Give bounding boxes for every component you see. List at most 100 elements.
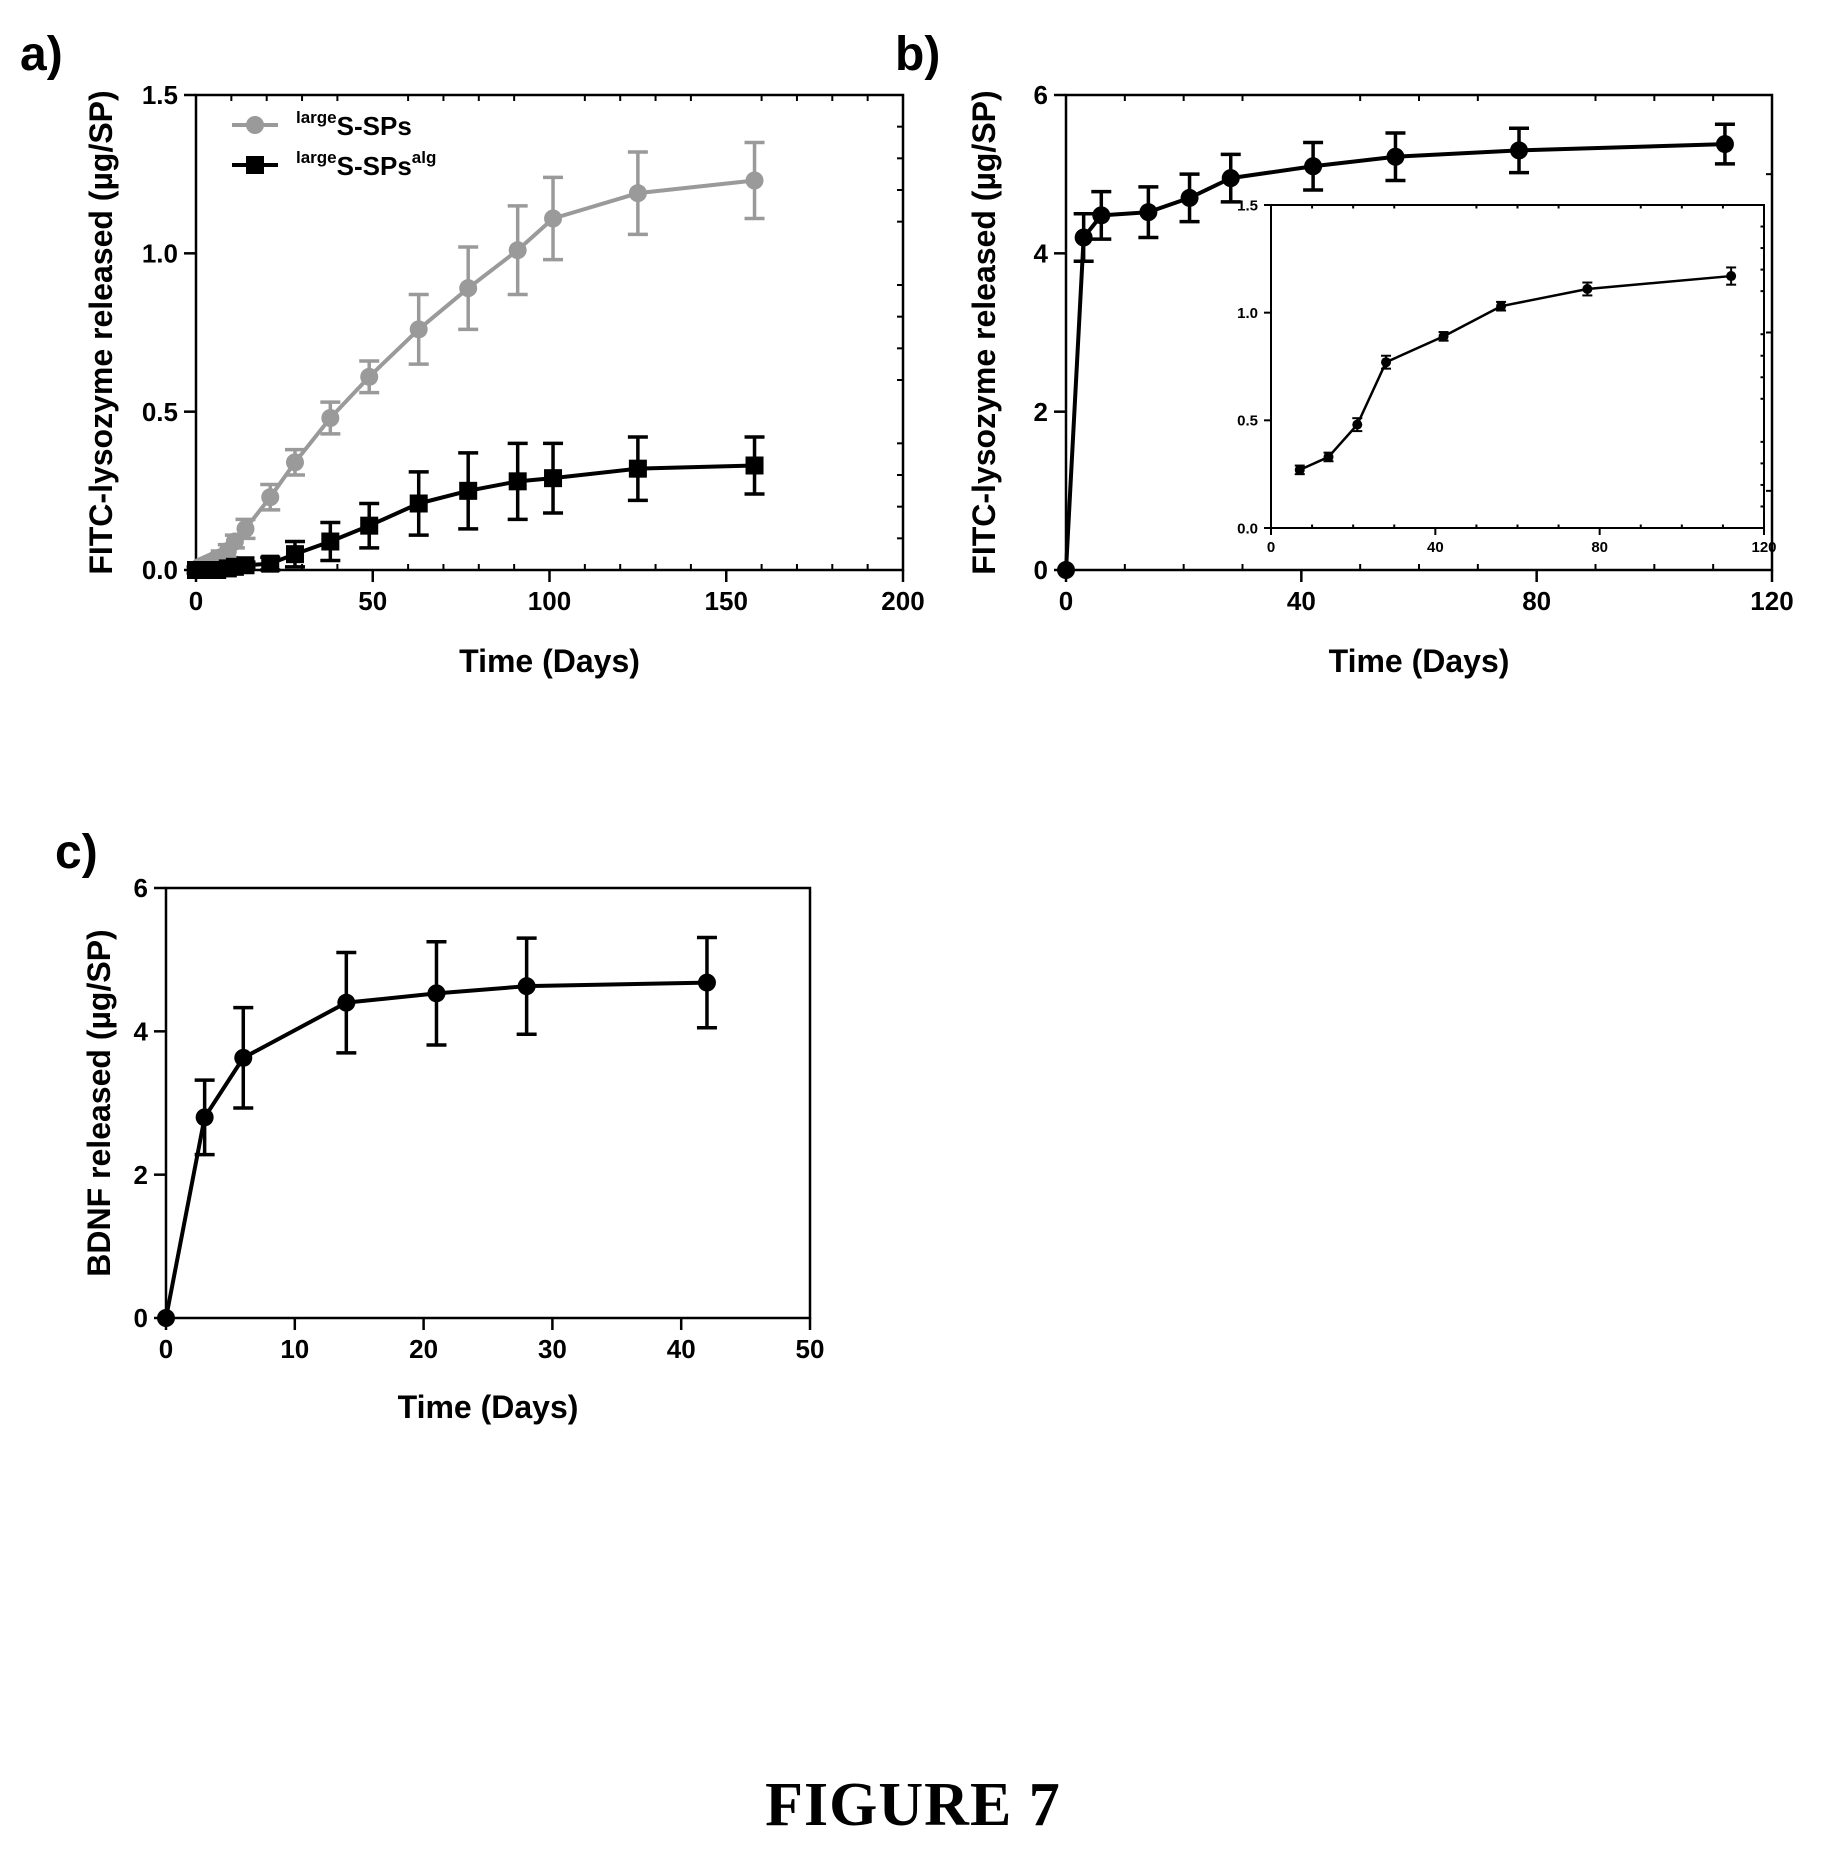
data-point xyxy=(360,516,379,535)
data-point xyxy=(234,1048,253,1067)
x-tick-label: 0 xyxy=(159,1334,173,1364)
data-point xyxy=(544,469,563,488)
x-tick-label: 80 xyxy=(1522,586,1551,616)
x-axis-title: Time (Days) xyxy=(459,643,640,679)
legend-label-sup: large xyxy=(296,108,337,127)
x-tick-label: 50 xyxy=(796,1334,825,1364)
data-point xyxy=(628,459,647,478)
series-line xyxy=(1299,274,1732,472)
x-tick-label: 0 xyxy=(1267,539,1275,556)
data-point xyxy=(195,1108,214,1127)
y-tick-label: 0.5 xyxy=(142,397,178,427)
data-point xyxy=(1180,188,1199,207)
panel-c: c) 0 10 20 30 40 50 0 2 4 6 Time (Days) BDNF release… xyxy=(55,826,824,1425)
data-point xyxy=(1294,464,1305,475)
data-point xyxy=(409,320,428,339)
legend-label: largeS-SPs xyxy=(296,108,412,141)
data-point xyxy=(544,209,563,228)
y-tick-label: 1.0 xyxy=(1237,305,1258,322)
data-point xyxy=(1323,451,1334,462)
y-axis-title: FITC-lysozyme released (µg/SP) xyxy=(966,90,1002,574)
data-point xyxy=(459,279,478,298)
inset-background xyxy=(1271,205,1764,528)
y-tick-label: 0.5 xyxy=(1237,413,1258,430)
y-tick-label: 1.5 xyxy=(1237,197,1258,214)
data-point xyxy=(225,532,244,551)
data-point xyxy=(1221,169,1240,188)
x-tick-label: 40 xyxy=(1427,539,1444,556)
data-point xyxy=(321,409,340,427)
data-point xyxy=(1139,203,1158,222)
data-point xyxy=(745,171,764,190)
legend-label: largeS-SPsalg xyxy=(296,148,436,181)
x-tick-label: 0 xyxy=(1059,586,1073,616)
y-tick-label: 1.0 xyxy=(142,238,178,268)
x-tick-label: 120 xyxy=(1750,586,1793,616)
y-axis-title: FITC-lysozyme released (µg/SP) xyxy=(83,90,119,574)
data-point xyxy=(1582,283,1593,294)
data-point xyxy=(360,367,379,386)
x-tick-label: 120 xyxy=(1751,539,1776,556)
series-line xyxy=(1064,142,1725,571)
data-point xyxy=(321,532,340,551)
y-axis-title: BDNF released (µg/SP) xyxy=(81,929,117,1276)
legend-label-main: S-SPs xyxy=(337,111,412,141)
data-point xyxy=(1386,147,1405,166)
data-point xyxy=(1057,561,1075,579)
y-tick-label: 6 xyxy=(1034,80,1048,110)
x-tick-label: 30 xyxy=(538,1334,567,1364)
data-point xyxy=(337,993,356,1012)
panel-letter: a) xyxy=(20,28,63,81)
data-point xyxy=(409,494,428,513)
data-point xyxy=(1510,141,1529,160)
data-point xyxy=(1438,331,1449,342)
data-point xyxy=(508,241,527,260)
data-point xyxy=(1352,419,1363,430)
panel-letter: b) xyxy=(895,28,940,81)
data-point xyxy=(1304,157,1323,176)
x-tick-label: 100 xyxy=(528,586,571,616)
data-point xyxy=(157,1309,175,1327)
data-point xyxy=(628,184,647,203)
legend-label-sup: large xyxy=(296,148,337,167)
data-point xyxy=(285,453,304,472)
data-point xyxy=(1715,135,1734,154)
y-tick-label: 0.0 xyxy=(142,555,178,585)
y-tick-label: 0 xyxy=(134,1303,148,1333)
x-tick-label: 40 xyxy=(1287,586,1316,616)
x-tick-label: 50 xyxy=(358,586,387,616)
legend-label-sup2: alg xyxy=(412,148,437,167)
data-point xyxy=(236,519,255,538)
x-tick-label: 150 xyxy=(705,586,748,616)
x-tick-label: 10 xyxy=(280,1334,309,1364)
data-point xyxy=(1074,228,1093,247)
x-tick-label: 40 xyxy=(667,1334,696,1364)
y-tick-label: 4 xyxy=(134,1016,149,1046)
data-point xyxy=(697,973,716,992)
plot-frame xyxy=(164,886,812,1320)
data-point xyxy=(517,977,536,996)
data-point xyxy=(508,472,527,491)
y-tick-label: 0.0 xyxy=(1237,520,1258,537)
data-point xyxy=(427,984,446,1003)
x-axis-title: Time (Days) xyxy=(1329,643,1510,679)
data-point xyxy=(1496,301,1507,312)
data-point xyxy=(236,556,255,575)
data-point xyxy=(261,554,280,573)
panel-b: b) 0 40 80 120 0 2 4 6 Time (Days) FITC-lysozyme r… xyxy=(895,28,1794,679)
data-point xyxy=(1092,206,1111,225)
y-tick-label: 1.5 xyxy=(142,80,178,110)
legend-marker xyxy=(246,116,264,134)
data-point xyxy=(459,481,478,500)
legend-label-main: S-SPs xyxy=(337,151,412,181)
panel-letter: c) xyxy=(55,826,98,879)
inset-plot: 0 40 80 120 0.0 0.5 1.0 1.5 xyxy=(1237,197,1776,556)
x-tick-label: 0 xyxy=(189,586,203,616)
legend-marker xyxy=(246,156,264,174)
y-tick-label: 6 xyxy=(134,873,148,903)
figure-caption: FIGURE 7 xyxy=(765,1771,1061,1839)
data-point xyxy=(745,456,764,475)
y-tick-label: 2 xyxy=(134,1160,148,1190)
data-point xyxy=(261,488,280,507)
